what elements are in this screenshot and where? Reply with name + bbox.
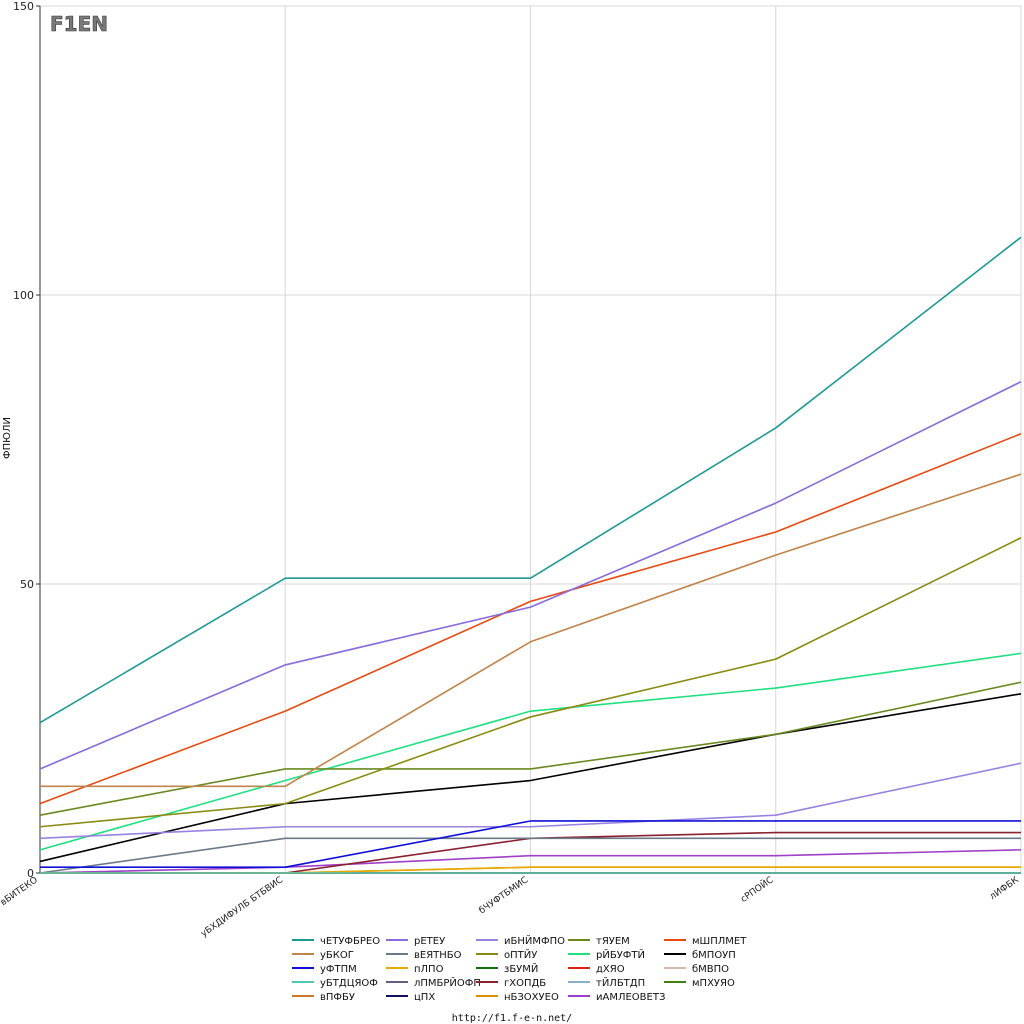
legend-label: мПХУЯО xyxy=(692,978,735,989)
legend-label: чЕТУФБРЕО xyxy=(320,936,380,947)
series-line xyxy=(39,652,1022,851)
legend-label: бМПОУП xyxy=(692,950,736,961)
y-tick-label: 0 xyxy=(27,867,34,880)
logo-box xyxy=(48,10,98,34)
legend-label: пЛПО xyxy=(414,964,444,975)
x-tick-label: вБИТЕКО xyxy=(0,875,40,908)
legend-label: зБУМЙ xyxy=(504,962,538,975)
series-line xyxy=(39,537,1022,828)
y-tick-label: 100 xyxy=(13,289,34,302)
series-line xyxy=(39,380,1022,770)
legend-label: тЯУЕМ xyxy=(596,936,630,947)
legend-label: оПТЙУ xyxy=(504,948,537,961)
legend-label: бМВПО xyxy=(692,964,729,975)
legend-label: вПФБУ xyxy=(320,992,355,1003)
series-line xyxy=(39,693,1022,863)
series-line xyxy=(40,820,1021,869)
grid xyxy=(40,5,1022,873)
series-line xyxy=(39,681,1022,816)
series-line xyxy=(39,762,1022,840)
x-tick-label: уБХДИФУЛБ БТБВИС xyxy=(199,875,285,939)
y-tick-label: 150 xyxy=(13,0,34,13)
legend-label: уБКОГ xyxy=(320,950,354,961)
y-tick-label: 50 xyxy=(20,578,34,591)
legend-label: рЕТЕУ xyxy=(414,936,445,947)
x-tick-label: лИФБК xyxy=(988,875,1021,902)
legend-label: уБТДЦЯОФ xyxy=(320,978,378,989)
legend-label: нБЗОХУЕО xyxy=(504,992,559,1003)
axes: 0 50 100 150 вБИТЕКО уБХДИФУЛБ БТБВИС бЧУФТБМИ… xyxy=(0,0,1021,939)
legend-label: мШПЛМЕТ xyxy=(692,936,747,947)
legend-label: вЕЯТНБО xyxy=(414,950,462,961)
x-tick-label: сРПОЙС xyxy=(738,874,775,905)
y-axis-label: ФПЮЛИ xyxy=(2,417,13,459)
legend-label: дХЯО xyxy=(596,964,625,975)
legend-label: рЙБУФТЙ xyxy=(596,948,645,961)
legend-label: тЙЛБТДП xyxy=(596,976,645,989)
series-line xyxy=(39,849,1022,874)
legend-label: уФТПМ xyxy=(320,964,357,975)
series-lines xyxy=(39,236,1022,874)
legend: чЕТУФБРЕО уБКОГ уФТПМ уБТДЦЯОФ вПФБУ рЕТЕУ вЕЯ… xyxy=(292,934,747,1003)
series-line xyxy=(39,236,1022,724)
x-tick-label: бЧУФТБМИС xyxy=(477,875,530,916)
legend-label: иАМЛЕОВЕТЗ xyxy=(596,992,665,1003)
series-line xyxy=(39,432,1022,805)
legend-label: иБНЙМФПО xyxy=(504,934,565,947)
logo-text: F1EN xyxy=(50,12,108,36)
series-line xyxy=(40,473,1022,788)
footer-url: http://f1.f-e-n.net/ xyxy=(452,1013,572,1024)
series-line xyxy=(39,837,1021,874)
legend-label: гХОПДБ xyxy=(504,978,546,989)
legend-label: цПХ xyxy=(414,992,435,1003)
logo: F1EN xyxy=(48,10,108,36)
legend-label: лПМБРЙОФП xyxy=(414,976,481,989)
